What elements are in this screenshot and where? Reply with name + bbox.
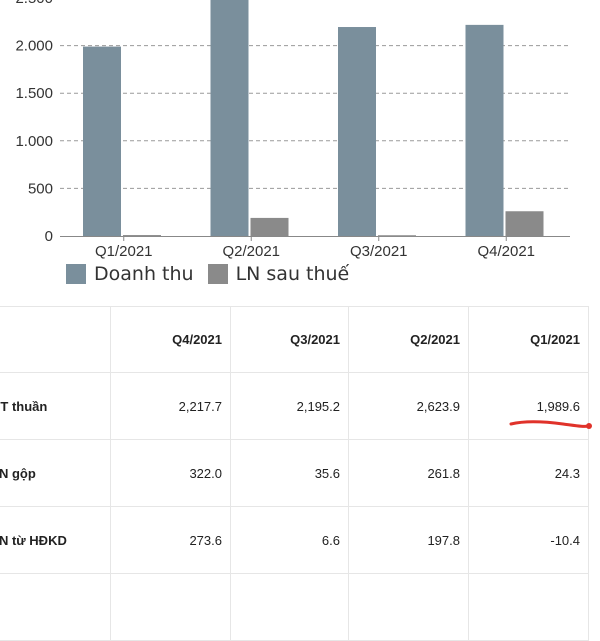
y-tick-label: 2.500: [15, 0, 53, 7]
table-cell: 273.6: [110, 506, 231, 574]
legend-swatch-profit: [207, 264, 228, 284]
header-cell-q2: Q2/2021: [348, 306, 469, 373]
table-cell: 24.3: [468, 439, 589, 507]
row-label: DT thuần: [0, 372, 111, 440]
table-cell: 6.6: [230, 506, 349, 574]
legend-item-revenue: Doanh thu: [66, 263, 194, 285]
bar-profit: [123, 235, 161, 237]
table-cell: 2,623.9: [348, 372, 469, 440]
table-cell: 35.6: [230, 439, 349, 507]
legend-label-revenue: Doanh thu: [94, 263, 194, 285]
table-cell: [468, 573, 589, 641]
bar-profit: [250, 217, 289, 236]
table-cell: [110, 573, 231, 641]
x-tick-label: Q4/2021: [477, 243, 535, 260]
table-cell: -10.4: [468, 506, 589, 574]
x-tick-label: Q1/2021: [95, 243, 153, 260]
table-cell: [230, 573, 349, 641]
financial-table-container: Q4/2021 Q3/2021 Q2/2021 Q1/2021 DT thuần…: [0, 306, 600, 641]
bar-revenue: [83, 46, 121, 236]
y-tick-label: 500: [28, 180, 53, 197]
legend-swatch-revenue: [66, 264, 86, 284]
red-underline-annotation: [509, 420, 592, 429]
table-cell: 322.0: [110, 439, 231, 507]
header-cell-label: [0, 306, 111, 373]
table-cell: [348, 573, 469, 641]
legend-item-profit: LN sau thuế: [207, 263, 350, 285]
table-cell: 2,195.2: [230, 372, 349, 440]
y-tick-label: 1.500: [15, 85, 53, 102]
x-tick-label: Q2/2021: [222, 243, 280, 260]
financial-table: Q4/2021 Q3/2021 Q2/2021 Q1/2021 DT thuần…: [0, 306, 589, 641]
bar-revenue: [338, 27, 376, 236]
table-cell: 197.8: [348, 506, 469, 574]
y-tick-label: 2.000: [15, 38, 53, 55]
bar-profit: [378, 235, 416, 237]
revenue-chart: 0 500 1.000 1.500 2.000 2.500 Q1/2021 Q2/2021 Q3…: [0, 0, 600, 300]
table-cell: 2,217.7: [110, 372, 231, 440]
chart-svg: 0 500 1.000 1.500 2.000 2.500 Q1/2021 Q2/2021 Q3…: [15, 0, 570, 260]
table-header-row: Q4/2021 Q3/2021 Q2/2021 Q1/2021: [0, 306, 589, 373]
table-cell: 1,989.6: [468, 372, 589, 440]
row-label: LN từ HĐKD: [0, 506, 111, 574]
y-tick-label: 0: [45, 228, 53, 245]
bar-profit: [505, 211, 544, 236]
x-tick-label: Q3/2021: [350, 243, 408, 260]
bar-revenue: [210, 0, 249, 237]
chart-legend: Doanh thu LN sau thuế: [66, 262, 353, 286]
table-row: LN từ HĐKD 273.6 6.6 197.8 -10.4: [0, 506, 589, 574]
header-cell-q3: Q3/2021: [230, 306, 349, 373]
table-row: [0, 573, 589, 641]
bar-revenue: [465, 24, 504, 237]
row-label: [0, 573, 111, 641]
row-label: LN gộp: [0, 439, 111, 507]
table-row: LN gộp 322.0 35.6 261.8 24.3: [0, 439, 589, 507]
header-cell-q4: Q4/2021: [110, 306, 231, 373]
table-cell: 261.8: [348, 439, 469, 507]
legend-label-profit: LN sau thuế: [235, 263, 350, 285]
header-cell-q1: Q1/2021: [468, 306, 589, 373]
table-row: DT thuần 2,217.7 2,195.2 2,623.9 1,989.6: [0, 372, 589, 440]
y-tick-label: 1.000: [15, 133, 53, 150]
